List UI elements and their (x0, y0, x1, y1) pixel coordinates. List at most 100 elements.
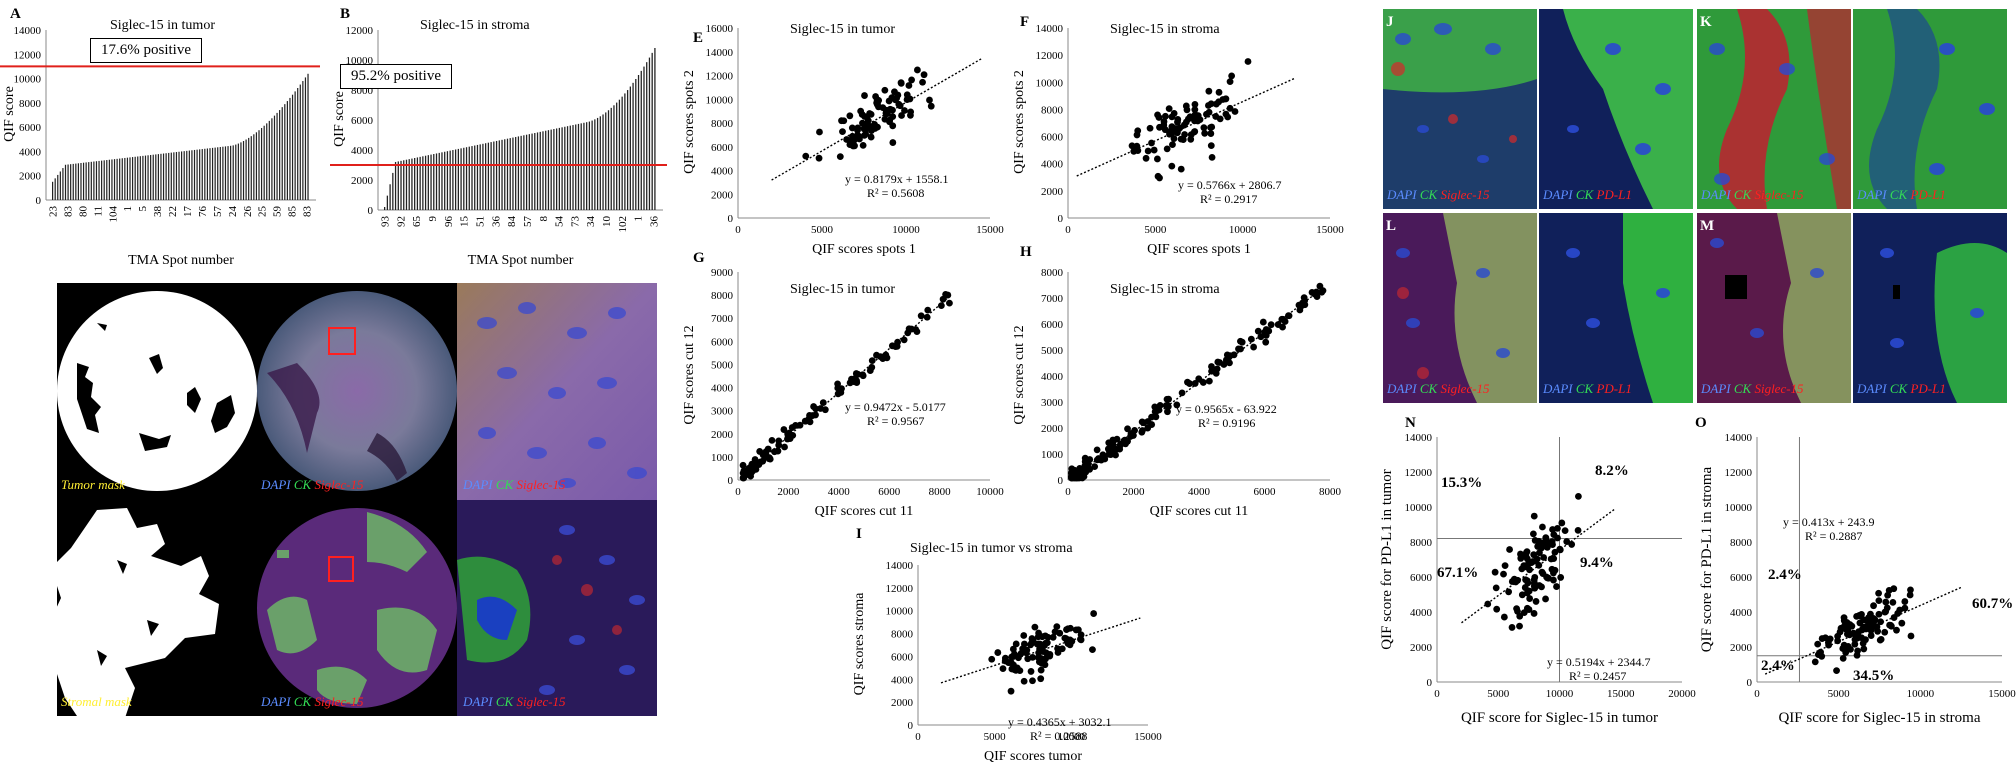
scatter-point (812, 405, 820, 413)
x-tick-label: 15 (459, 216, 471, 228)
bar (566, 126, 569, 210)
bar (165, 153, 167, 200)
r-squared-text: R² = 0.2588 (1030, 729, 1088, 743)
scatter-point (1868, 624, 1876, 632)
scatter-point (1165, 395, 1172, 403)
bar (414, 158, 416, 210)
panel-l-left-caption: DAPI CK Siglec-15 (1387, 381, 1490, 397)
scatter-point (1160, 118, 1168, 125)
bar (144, 155, 147, 200)
scatter-point (914, 66, 921, 74)
scatter-point (1148, 413, 1155, 421)
y-tick-label: 10000 (14, 74, 42, 86)
x-tick-label: 15000 (1134, 731, 1162, 743)
scatter-point (768, 436, 776, 444)
x-tick-label: 0 (915, 731, 921, 743)
y-tick-label: 9000 (711, 267, 734, 279)
bar (173, 152, 175, 200)
bar (643, 66, 645, 210)
scatter-point (1896, 606, 1904, 614)
y-axis-label: QIF scores stroma (852, 592, 867, 696)
regression-equation: y = 0.9472x - 5.0177 R² = 0.9567 (845, 400, 946, 428)
x-tick-label: 20000 (1668, 688, 1696, 700)
bar (116, 158, 118, 200)
scatter-point (1533, 555, 1541, 563)
scatter-point (1084, 465, 1092, 473)
y-tick-label: 6000 (1041, 319, 1064, 331)
scatter-point (1840, 645, 1848, 653)
caption-ck: CK (1572, 187, 1597, 202)
scatter-point (1224, 113, 1232, 121)
scatter-point (1020, 632, 1028, 639)
y-tick-label: 8000 (711, 290, 734, 302)
scatter-point (891, 88, 898, 96)
scatter-point (1151, 403, 1159, 411)
y-tick-label: 8000 (1041, 104, 1064, 116)
caption-dapi: DAPI (1543, 381, 1573, 396)
scatter-point (919, 78, 926, 86)
scatter-point (920, 71, 928, 79)
tumor-zoom-caption: DAPI CK Siglec-15 (463, 477, 566, 493)
panel-m-left-caption: DAPI CK Siglec-15 (1701, 381, 1804, 397)
bar (651, 52, 653, 211)
regression-equation: y = 0.413x + 243.9 R² = 0.2887 (1783, 515, 1875, 543)
scatter-point (1825, 639, 1832, 647)
scatter-point (1205, 108, 1213, 116)
scatter-point (1839, 654, 1847, 662)
bar (618, 99, 621, 210)
scatter-point (1854, 647, 1861, 655)
bar (57, 174, 59, 200)
scatter-point (1506, 546, 1513, 553)
scatter-point (1199, 379, 1207, 386)
caption-pdl1: PD-L1 (1910, 187, 1946, 202)
scatter-point (1208, 123, 1216, 131)
x-tick-label: 93 (380, 216, 392, 228)
scatter-point (862, 130, 870, 138)
scatter-point (1538, 568, 1546, 576)
bar (281, 107, 283, 200)
bar (555, 128, 558, 210)
panel-letter-h: H (1020, 244, 1032, 260)
scatter-point (1151, 408, 1159, 416)
scatter-point (1538, 583, 1545, 591)
bar (487, 142, 490, 210)
stroma-tissue-image: DAPI CK Siglec-15 (257, 500, 457, 716)
scatter-point (1009, 645, 1017, 653)
bar (424, 155, 427, 210)
scatter-point (1285, 312, 1292, 320)
bar (64, 164, 67, 200)
bar (150, 154, 152, 200)
x-axis-label: QIF scores cut 11 (814, 504, 914, 519)
bar (186, 150, 188, 200)
scatter-point (1111, 445, 1119, 453)
bar (219, 146, 221, 200)
scatter-point (892, 343, 899, 350)
panel-letter-l: L (1386, 218, 1397, 234)
r-squared-text: R² = 0.9196 (1198, 416, 1256, 430)
scatter-point (1262, 332, 1270, 339)
y-tick-label: 12000 (886, 583, 914, 595)
panel-k-images: DAPI CK Siglec-15 DAPI CK PD-L1 (1697, 9, 2007, 209)
scatter-point (1259, 318, 1267, 326)
bar (276, 112, 278, 200)
tumor-mask-label: Tumor mask (61, 477, 125, 492)
scatter-point (1532, 598, 1540, 605)
scatter-point (775, 441, 783, 449)
y-tick-label: 0 (908, 720, 914, 732)
scatter-point (1574, 526, 1582, 534)
scatter-point (1881, 628, 1889, 636)
chart-panel-f: 0 2000 4000 6000 8000 10000 12000 14000 0 5000 100… (1010, 0, 1365, 257)
scatter-point (1191, 101, 1199, 108)
scatter-point (1093, 446, 1101, 454)
x-tick-label: 25 (257, 206, 269, 218)
scatter-point (1875, 597, 1883, 604)
bar (542, 131, 544, 210)
x-tick-label: 54 (554, 216, 566, 228)
chart-panel-a: 0 2000 4000 6000 8000 10000 12000 14000 23 83 80 11… (0, 0, 330, 275)
y-tick-label: 10000 (1405, 502, 1433, 514)
bar (188, 150, 190, 200)
scatter-point (1001, 654, 1009, 662)
bar (419, 156, 421, 210)
y-tick-label: 0 (1427, 677, 1433, 689)
positive-rate-label: 95.2% positive (340, 64, 452, 89)
